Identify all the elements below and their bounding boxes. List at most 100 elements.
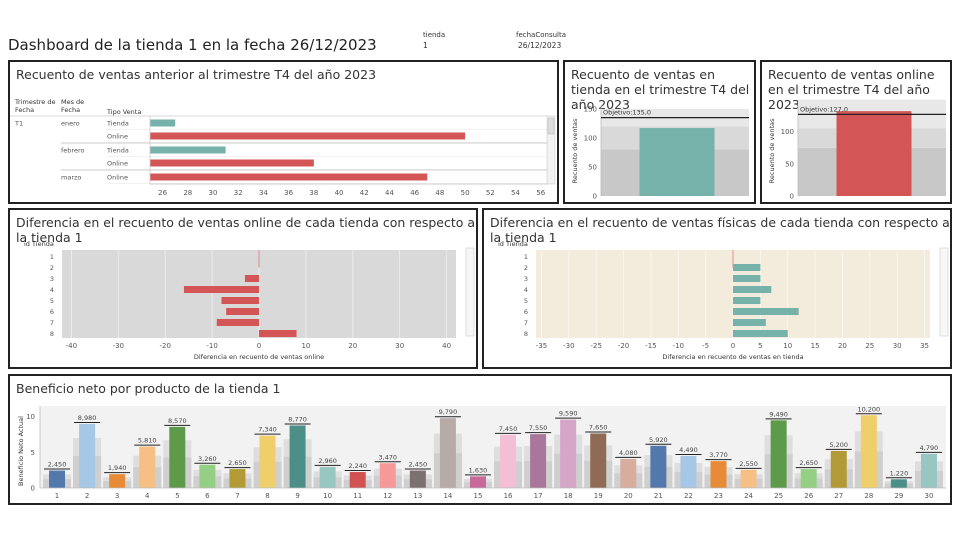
bar-tienda[interactable] — [150, 146, 226, 154]
bar-producto[interactable] — [770, 420, 787, 488]
bar-producto[interactable] — [259, 435, 276, 488]
panel-ventas-anterior: Recuento de ventas anterior al trimestre… — [8, 60, 559, 204]
x-tick-label: 14 — [443, 492, 452, 500]
data-label: 7,450 — [499, 425, 518, 433]
bar-producto[interactable] — [319, 466, 336, 488]
bar-producto[interactable] — [830, 450, 847, 488]
bar-producto[interactable] — [860, 415, 877, 488]
bar-producto[interactable] — [109, 474, 126, 488]
x-tick-label: -20 — [618, 342, 629, 350]
bar-value[interactable] — [836, 111, 912, 196]
chart-title: Recuento de ventas en tienda en el trime… — [571, 67, 750, 112]
bar-tienda-3[interactable] — [733, 275, 761, 282]
x-tick-label: 2 — [85, 492, 89, 500]
bar-producto[interactable] — [500, 434, 517, 488]
category-label: 4 — [50, 286, 54, 294]
bar-producto[interactable] — [650, 445, 667, 488]
chart-title: Diferencia en el recuento de ventas físi… — [490, 215, 950, 245]
row-header-mes: Mes de — [61, 98, 84, 106]
bar-producto[interactable] — [920, 453, 937, 488]
data-label: 8,980 — [78, 414, 97, 422]
category-label: 3 — [50, 275, 54, 283]
bar-tienda-4[interactable] — [733, 286, 772, 293]
x-tick-label: 0 — [731, 342, 735, 350]
bar-producto[interactable] — [79, 423, 96, 488]
x-tick-label: -30 — [563, 342, 574, 350]
row-label-tipo: Online — [107, 133, 128, 141]
x-tick-label: 30 — [893, 342, 902, 350]
y-tick-label: 0 — [593, 193, 597, 201]
bar-producto[interactable] — [349, 472, 366, 488]
bar-tienda-2[interactable] — [733, 264, 761, 271]
bar-tienda-8[interactable] — [733, 330, 788, 337]
category-label: 1 — [524, 253, 528, 261]
bar-producto[interactable] — [560, 419, 577, 488]
bar-online[interactable] — [150, 159, 314, 167]
bar-producto[interactable] — [530, 434, 547, 488]
category-label: 6 — [524, 308, 528, 316]
data-label: 5,200 — [829, 441, 848, 449]
bar-producto[interactable] — [439, 418, 456, 488]
param-fecha-value[interactable]: 26/12/2023 — [518, 41, 562, 50]
bar-online[interactable] — [150, 173, 428, 181]
bar-producto[interactable] — [139, 446, 156, 488]
x-tick-label: 50 — [461, 189, 470, 197]
scrollbar[interactable] — [546, 115, 556, 185]
data-label: 2,960 — [318, 457, 337, 465]
x-tick-label: 30 — [925, 492, 934, 500]
y-tick-label: 100 — [584, 134, 597, 142]
bar-tienda-4[interactable] — [183, 286, 259, 293]
row-header-trimestre: Trimestre de — [14, 98, 55, 106]
bar-tienda-5[interactable] — [733, 297, 761, 304]
row-header: id Tienda — [24, 240, 54, 248]
data-label: 7,550 — [529, 424, 548, 432]
bar-online[interactable] — [150, 132, 466, 140]
bar-tienda-3[interactable] — [244, 275, 259, 282]
scrollbar[interactable] — [939, 247, 949, 337]
x-tick-label: 10 — [301, 342, 310, 350]
x-tick-label: 4 — [145, 492, 150, 500]
bar-producto[interactable] — [169, 426, 186, 488]
x-axis-label: Diferencia en recuento de ventas online — [194, 353, 324, 361]
bar-producto[interactable] — [49, 470, 66, 488]
bar-producto[interactable] — [229, 469, 246, 488]
x-tick-label: 29 — [894, 492, 903, 500]
row-label-mes: marzo — [61, 174, 81, 182]
row-header: id Tienda — [498, 240, 528, 248]
x-tick-label: 11 — [353, 492, 362, 500]
bar-tienda[interactable] — [150, 119, 176, 127]
x-tick-label: 56 — [536, 189, 545, 197]
bar-producto[interactable] — [289, 425, 306, 488]
x-tick-label: 9 — [295, 492, 299, 500]
param-tienda-label: tienda — [423, 31, 446, 39]
bar-producto[interactable] — [710, 461, 727, 488]
bar-producto[interactable] — [680, 455, 697, 488]
bar-value[interactable] — [639, 128, 715, 196]
bar-producto[interactable] — [199, 464, 216, 488]
page-title: Dashboard de la tienda 1 en la fecha 26/… — [8, 36, 377, 54]
y-axis-label: Recuento de ventas — [571, 118, 579, 183]
bar-tienda-8[interactable] — [259, 330, 297, 337]
x-tick-label: 5 — [758, 342, 762, 350]
scrollbar[interactable] — [465, 247, 475, 337]
bar-tienda-7[interactable] — [733, 319, 766, 326]
bar-tienda-6[interactable] — [226, 308, 259, 315]
bar-producto[interactable] — [409, 470, 426, 488]
bar-producto[interactable] — [740, 469, 757, 488]
param-tienda-value[interactable]: 1 — [423, 41, 428, 50]
bar-tienda-5[interactable] — [221, 297, 259, 304]
bar-producto[interactable] — [800, 469, 817, 488]
data-label: 4,790 — [920, 444, 939, 452]
bar-producto[interactable] — [620, 458, 637, 488]
bar-producto[interactable] — [469, 476, 486, 488]
scrollbar-thumb[interactable] — [547, 117, 555, 135]
bar-tienda-6[interactable] — [733, 308, 799, 315]
data-label: 7,650 — [589, 423, 608, 431]
category-label: 7 — [50, 319, 54, 327]
bar-tienda-7[interactable] — [216, 319, 259, 326]
data-label: 1,220 — [890, 469, 909, 477]
bar-producto[interactable] — [890, 479, 907, 488]
bar-producto[interactable] — [590, 433, 607, 488]
bar-producto[interactable] — [379, 463, 396, 488]
data-label: 5,920 — [649, 436, 668, 444]
